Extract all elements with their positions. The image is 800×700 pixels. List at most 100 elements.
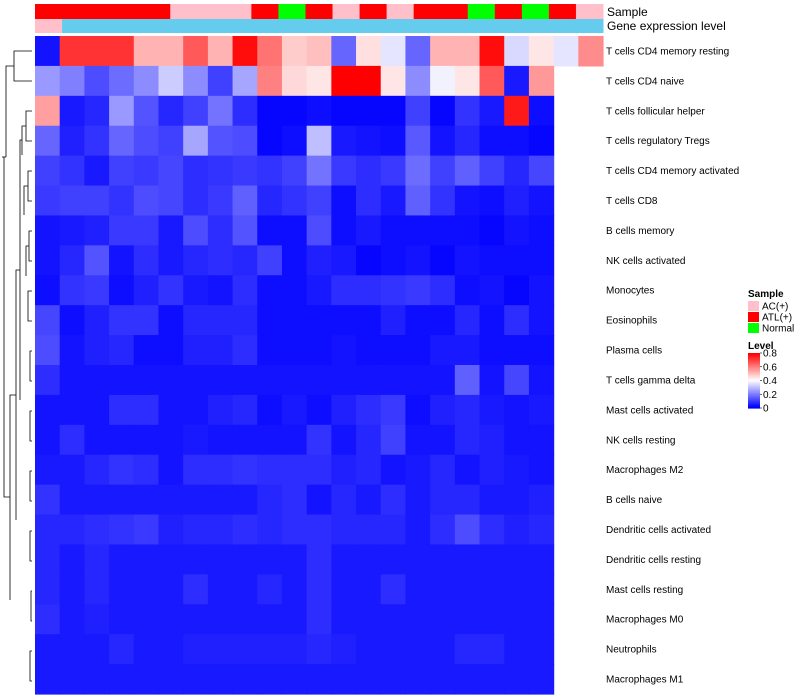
heatmap-cell bbox=[504, 275, 530, 306]
heatmap-cell bbox=[331, 544, 357, 575]
heatmap-cell bbox=[84, 245, 110, 276]
heatmap-cell bbox=[430, 424, 456, 456]
level-legend-label: 0 bbox=[763, 404, 769, 415]
heatmap-cell bbox=[158, 125, 184, 157]
heatmap-cell bbox=[331, 155, 357, 187]
heatmap-cell bbox=[380, 275, 407, 306]
heatmap-cell bbox=[207, 245, 234, 276]
heatmap-cell bbox=[479, 574, 505, 605]
level-gradient-step bbox=[748, 355, 760, 358]
heatmap-cell bbox=[109, 155, 135, 187]
heatmap-cell bbox=[35, 65, 61, 97]
heatmap-cell bbox=[232, 305, 258, 336]
heatmap-cell bbox=[405, 65, 431, 97]
heatmap-cell bbox=[158, 544, 184, 575]
heatmap-cell bbox=[454, 335, 481, 366]
heatmap-cell bbox=[331, 514, 357, 546]
heatmap-cell bbox=[109, 125, 135, 157]
sample-track-label: Sample bbox=[607, 5, 648, 19]
heatmap-cell bbox=[133, 604, 160, 635]
heatmap-cell bbox=[109, 95, 135, 127]
heatmap-cell bbox=[158, 454, 184, 486]
row-dendrogram-branch bbox=[30, 590, 32, 622]
heatmap-cell bbox=[281, 634, 308, 665]
level-gradient-step bbox=[748, 376, 760, 379]
level-gradient-step bbox=[748, 406, 760, 409]
row-dendrogram-branch bbox=[29, 470, 32, 502]
row-label: T cells gamma delta bbox=[606, 375, 696, 386]
heatmap-cell bbox=[356, 155, 382, 187]
heatmap-cell bbox=[183, 604, 209, 635]
heatmap-cell bbox=[232, 634, 258, 665]
sample-annotation-cell bbox=[575, 4, 604, 19]
heatmap-cell bbox=[257, 544, 283, 575]
row-dendrogram-branch bbox=[29, 410, 32, 442]
heatmap-cell bbox=[380, 634, 407, 665]
expression-annotation-cell bbox=[494, 19, 523, 33]
heatmap-cell bbox=[331, 484, 357, 516]
level-gradient-step bbox=[748, 364, 760, 366]
heatmap-cell bbox=[528, 664, 555, 695]
heatmap-cell bbox=[232, 245, 258, 276]
level-gradient-step bbox=[748, 403, 760, 406]
heatmap-cell bbox=[35, 155, 61, 187]
heatmap-cell bbox=[380, 394, 407, 426]
heatmap-cell bbox=[133, 394, 160, 426]
heatmap-cell bbox=[405, 275, 431, 306]
heatmap-cell bbox=[331, 604, 357, 635]
level-gradient-step bbox=[748, 354, 760, 357]
heatmap-cell bbox=[528, 365, 555, 396]
row-label: Macrophages M2 bbox=[606, 465, 684, 476]
heatmap-cell bbox=[84, 215, 110, 246]
sample-annotation-cell bbox=[116, 4, 144, 19]
heatmap-cell bbox=[380, 155, 407, 187]
heatmap-cell bbox=[380, 604, 407, 635]
heatmap-cell bbox=[59, 454, 85, 486]
heatmap-cell bbox=[232, 484, 258, 516]
heatmap-cell bbox=[306, 454, 332, 486]
heatmap-cell bbox=[207, 544, 234, 575]
heatmap-cell bbox=[331, 185, 357, 217]
heatmap-cell bbox=[257, 454, 283, 486]
heatmap-cell bbox=[84, 424, 110, 456]
heatmap-cell bbox=[183, 634, 209, 665]
heatmap-cell bbox=[183, 155, 209, 187]
heatmap-cell bbox=[306, 185, 332, 217]
heatmap-cell bbox=[331, 634, 357, 665]
heatmap-cell bbox=[331, 95, 357, 127]
level-gradient-step bbox=[748, 405, 760, 408]
heatmap-cell bbox=[35, 454, 61, 486]
row-dendrogram-branch bbox=[25, 110, 32, 142]
heatmap-cell bbox=[183, 574, 209, 605]
heatmap-cell bbox=[133, 454, 160, 486]
level-gradient-step bbox=[748, 399, 760, 402]
heatmap-cell bbox=[430, 514, 456, 546]
heatmap-cell bbox=[183, 215, 209, 246]
heatmap-cell bbox=[281, 394, 308, 426]
heatmap-cell bbox=[380, 245, 407, 276]
expression-annotation-cell bbox=[62, 19, 90, 33]
heatmap-cell bbox=[528, 215, 555, 246]
expression-annotation-cell bbox=[89, 19, 117, 33]
heatmap-cell bbox=[257, 484, 283, 516]
heatmap-cell bbox=[306, 634, 332, 665]
heatmap-cell bbox=[306, 95, 332, 127]
heatmap-cell bbox=[232, 365, 258, 396]
heatmap-cell bbox=[35, 664, 61, 695]
heatmap-cell bbox=[356, 95, 382, 127]
heatmap-cell bbox=[504, 365, 530, 396]
heatmap-cell bbox=[454, 95, 481, 127]
heatmap-cell bbox=[281, 95, 308, 127]
level-gradient-step bbox=[748, 361, 760, 364]
heatmap-cell bbox=[405, 365, 431, 396]
heatmap-cell bbox=[430, 155, 456, 187]
heatmap-cell bbox=[109, 365, 135, 396]
heatmap-cell bbox=[59, 604, 85, 635]
heatmap-cell bbox=[133, 634, 160, 665]
heatmap-cell bbox=[281, 125, 308, 157]
row-dendrogram-branch bbox=[29, 350, 32, 382]
heatmap-cell bbox=[84, 514, 110, 546]
sample-annotation-cell bbox=[413, 4, 442, 19]
heatmap-cell bbox=[356, 65, 382, 97]
heatmap-cell bbox=[84, 634, 110, 665]
